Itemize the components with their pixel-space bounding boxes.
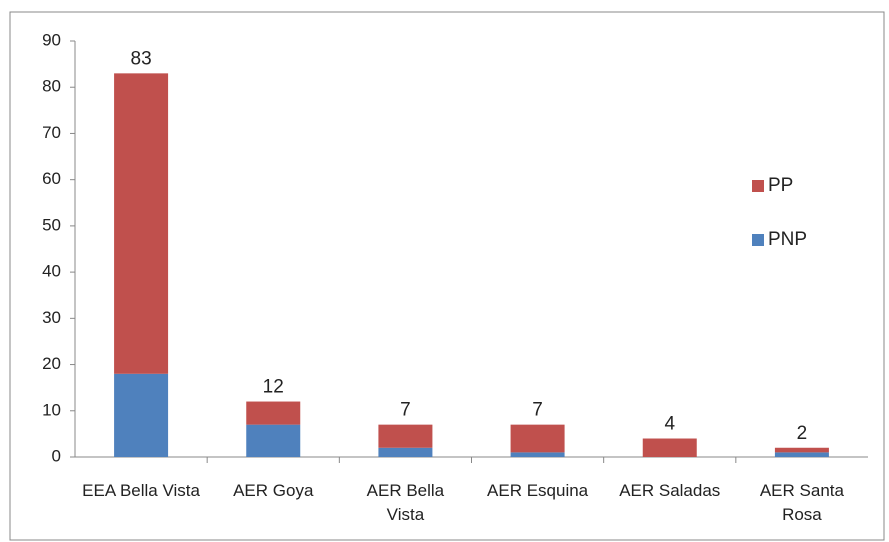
total-label: 2: [797, 423, 808, 444]
bar-segment: [774, 447, 829, 453]
bar-segment: [378, 424, 433, 448]
total-label: 12: [263, 377, 284, 398]
bar-segment: [114, 373, 169, 457]
bar-segment: [642, 438, 697, 457]
total-label: 7: [400, 400, 411, 421]
x-tick-label: AER Santa Rosa: [759, 481, 844, 524]
y-tick-label: 20: [42, 354, 61, 373]
y-tick-label: 80: [42, 77, 61, 96]
bar-segment: [114, 73, 169, 374]
x-tick-label: AER Goya: [233, 481, 314, 500]
bar-segment: [246, 424, 301, 457]
y-tick-label: 90: [42, 30, 61, 49]
total-label: 4: [664, 414, 675, 435]
x-tick-label: AER Bella Vista: [366, 481, 445, 524]
y-tick-label: 70: [42, 123, 61, 142]
x-tick-label: EEA Bella Vista: [82, 481, 200, 500]
y-tick-label: 30: [42, 308, 61, 327]
x-tick-label: AER Esquina: [487, 481, 589, 500]
y-tick-label: 60: [42, 169, 61, 188]
total-label: 7: [532, 400, 543, 421]
legend-swatch: [752, 180, 764, 192]
x-tick-label: AER Saladas: [619, 481, 721, 500]
y-tick-label: 40: [42, 262, 61, 281]
bar-segment: [510, 424, 565, 453]
bar-segment: [246, 401, 301, 425]
bar-segment: [774, 452, 829, 457]
y-tick-label: 10: [42, 400, 61, 419]
legend-label: PNP: [768, 229, 807, 250]
y-tick-label: 0: [52, 446, 61, 465]
chart-frame: [9, 11, 885, 541]
legend-label: PP: [768, 175, 793, 196]
bar-segment: [378, 447, 433, 457]
y-tick-label: 50: [42, 215, 61, 234]
bar-segment: [510, 452, 565, 457]
legend-swatch: [752, 234, 764, 246]
total-label: 83: [131, 48, 152, 69]
